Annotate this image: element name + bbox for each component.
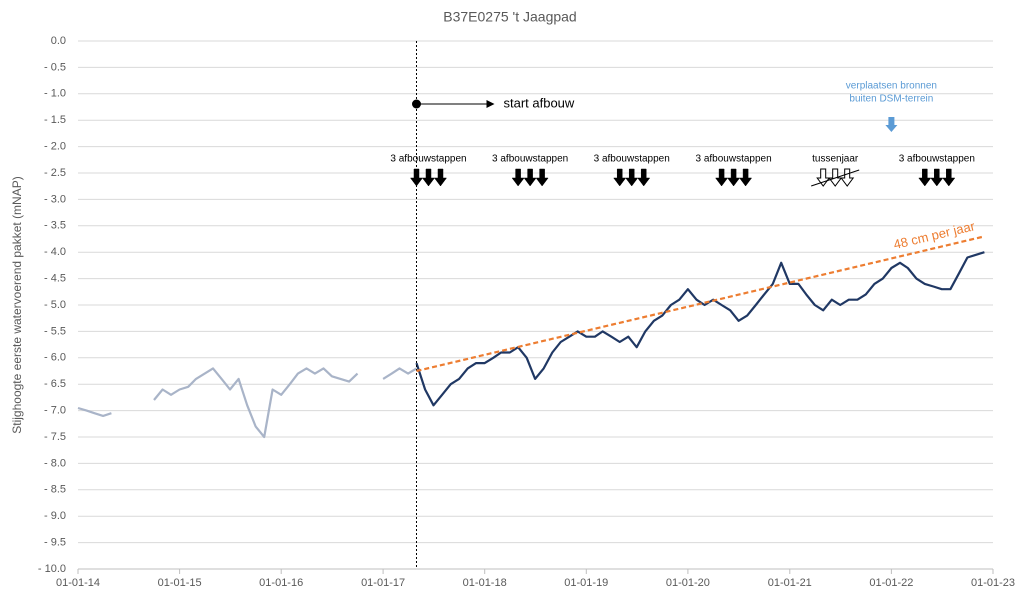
step-arrow [625,168,639,187]
step-label: 3 afbouwstappen [594,154,670,165]
notice-label: buiten DSM-terrein [849,94,933,105]
step-arrow [421,168,435,187]
start-arrow-head [486,100,495,108]
y-tick-label: 0.0 [51,35,66,47]
step-arrow [930,168,944,187]
step-arrow [511,168,525,187]
y-tick-label: - 9.5 [44,537,66,549]
y-tick-label: - 8.5 [44,484,66,496]
y-tick-label: - 8.0 [44,457,66,469]
step-arrow [433,168,447,187]
x-tick-label: 01-01-17 [361,577,405,589]
step-arrow [727,168,741,187]
x-tick-label: 01-01-20 [666,577,710,589]
x-tick-label: 01-01-19 [564,577,608,589]
step-strike [811,169,860,187]
step-label: 3 afbouwstappen [492,154,568,165]
step-arrow [739,168,753,187]
step-arrow [637,168,651,187]
y-tick-label: - 5.5 [44,325,66,337]
x-tick-label: 01-01-18 [463,577,507,589]
step-arrow [613,168,627,187]
y-tick-label: - 4.5 [44,273,66,285]
step-arrow [535,168,549,187]
y-tick-label: - 1.5 [44,114,66,126]
notice-arrow [885,117,898,132]
step-arrow [918,168,932,187]
step-arrow [840,168,855,187]
step-arrow [409,168,423,187]
y-tick-label: - 2.5 [44,167,66,179]
y-tick-label: - 3.0 [44,193,66,205]
y-tick-label: - 6.0 [44,352,66,364]
notice-label: verplaatsen bronnen [846,81,937,92]
step-label: 3 afbouwstappen [390,154,466,165]
y-tick-label: - 10.0 [38,563,66,575]
step-label: 3 afbouwstappen [899,154,975,165]
y-tick-label: - 1.0 [44,88,66,100]
x-tick-label: 01-01-22 [869,577,913,589]
step-arrow [523,168,537,187]
data-line [77,367,418,439]
y-tick-label: - 2.0 [44,141,66,153]
x-tick-label: 01-01-21 [768,577,812,589]
step-label: 3 afbouwstappen [696,154,772,165]
trend-line [416,235,985,373]
y-tick-label: - 5.0 [44,299,66,311]
step-arrow [942,168,956,187]
x-tick-label: 01-01-16 [259,577,303,589]
x-tick-label: 01-01-14 [56,577,100,589]
x-tick-label: 01-01-15 [158,577,202,589]
y-tick-label: - 7.5 [44,431,66,443]
y-axis-title: Stijghoogte eerste watervoerend pakket (… [10,176,24,433]
x-tick-label: 01-01-23 [971,577,1015,589]
trend-label: 48 cm per jaar [892,218,977,252]
step-arrow [715,168,729,187]
y-tick-label: - 3.5 [44,220,66,232]
y-tick-label: - 6.5 [44,378,66,390]
start-label: start afbouw [503,95,574,110]
step-label: tussenjaar [812,154,859,165]
y-tick-label: - 7.0 [44,405,66,417]
y-tick-label: - 0.5 [44,61,66,73]
data-line [415,251,985,407]
step-arrow [816,168,831,187]
y-tick-label: - 9.0 [44,510,66,522]
chart-title: B37E0275 't Jaagpad [443,9,576,25]
y-tick-label: - 4.0 [44,246,66,258]
